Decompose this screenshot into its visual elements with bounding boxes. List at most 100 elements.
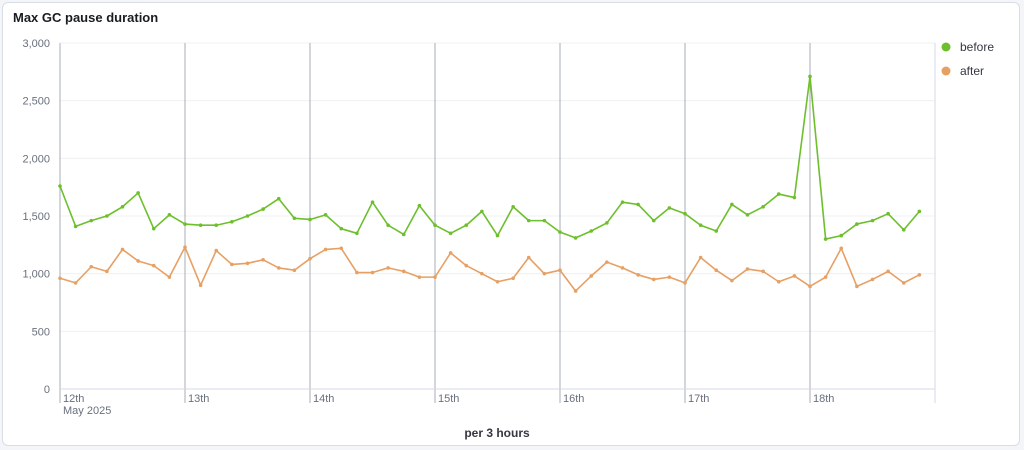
data-point-after [151, 263, 156, 268]
data-point-after [589, 274, 594, 278]
data-point-before [370, 200, 375, 204]
data-point-after [901, 281, 906, 285]
data-point-before [870, 218, 875, 223]
data-point-after [230, 262, 234, 267]
data-point-before [511, 204, 515, 209]
data-point-after [292, 268, 297, 273]
legend-label: after [960, 64, 984, 78]
data-point-after [120, 247, 125, 252]
data-point-before [761, 204, 765, 209]
data-point-after [386, 266, 390, 270]
x-tick-label: 17th [688, 393, 709, 405]
legend-label: before [960, 40, 994, 54]
data-point-before [573, 236, 578, 240]
data-point-before [526, 218, 531, 223]
x-tick-label: 16th [563, 393, 584, 405]
data-point-after [886, 269, 890, 274]
data-point-after [855, 284, 859, 289]
data-point-after [433, 275, 437, 279]
data-point-before [651, 218, 656, 223]
x-tick-label: 15th [438, 393, 459, 405]
data-point-before [464, 223, 469, 228]
data-point-after [823, 275, 828, 279]
data-point-after [636, 273, 640, 277]
data-point-before [58, 184, 62, 188]
data-point-after [573, 289, 578, 293]
data-point-after [370, 270, 375, 275]
data-point-after [245, 261, 250, 266]
data-point-before [308, 217, 312, 222]
data-point-before [901, 228, 906, 232]
y-tick-label: 3,000 [22, 38, 50, 50]
series-line-after [59, 246, 920, 292]
data-point-after [620, 266, 625, 270]
data-point-before [714, 229, 719, 233]
data-point-before [230, 219, 234, 224]
data-point-after [526, 255, 531, 260]
x-axis: 12th 13th 14th 15th 16th 17th 18th May 2025 [63, 393, 834, 417]
chart-legend[interactable]: before after [941, 40, 995, 78]
data-point-after [667, 275, 672, 279]
data-point-before [495, 233, 500, 238]
legend-item-after[interactable]: after [941, 64, 985, 78]
data-point-before [183, 222, 187, 226]
legend-swatch [941, 42, 951, 52]
data-point-before [855, 222, 859, 226]
data-point-after [730, 278, 734, 283]
data-point-before [136, 191, 140, 195]
data-point-before [448, 231, 453, 236]
data-point-before [823, 237, 828, 241]
x-tick-label: 12th [63, 393, 84, 405]
data-point-after [464, 263, 469, 268]
data-point-after [776, 279, 781, 284]
chart-title: Max GC pause duration [13, 10, 159, 25]
data-point-after [276, 266, 281, 270]
data-point-before [620, 200, 625, 204]
data-point-before [683, 211, 687, 216]
data-point-after [214, 248, 219, 253]
legend-item-before[interactable]: before [941, 40, 995, 54]
data-point-before [105, 214, 109, 218]
data-point-after [714, 268, 719, 273]
data-point-after [683, 281, 687, 285]
data-point-after [870, 277, 875, 282]
data-point-before [323, 213, 328, 217]
data-point-after [339, 246, 344, 251]
data-point-before [417, 203, 422, 208]
data-point-before [245, 214, 250, 218]
x-tick-label: 14th [313, 393, 334, 405]
data-point-before [261, 207, 265, 211]
x-axis-label: per 3 hours [464, 426, 530, 440]
data-point-before [401, 232, 406, 237]
data-point-before [698, 223, 703, 228]
y-tick-label: 1,500 [22, 211, 50, 223]
data-point-after [183, 245, 187, 249]
data-point-before [120, 204, 125, 209]
data-point-before [292, 216, 297, 221]
data-point-after [73, 281, 78, 285]
data-point-before [589, 229, 594, 233]
data-point-before [730, 202, 734, 207]
data-point-after [89, 264, 94, 269]
data-point-before [480, 209, 484, 214]
data-point-before [214, 223, 219, 228]
data-point-after [511, 276, 515, 281]
data-point-before [542, 218, 547, 223]
y-tick-label: 2,500 [22, 96, 50, 108]
data-point-after [605, 260, 609, 264]
data-point-after [808, 284, 812, 289]
data-point-after [698, 255, 703, 260]
data-point-after [448, 251, 453, 255]
y-tick-label: 0 [44, 384, 50, 396]
data-point-after [839, 246, 844, 251]
chart-series [58, 74, 922, 293]
data-point-after [58, 276, 62, 281]
data-point-after [167, 275, 172, 279]
data-point-after [401, 269, 406, 274]
data-point-after [417, 275, 422, 279]
data-point-before [355, 231, 359, 236]
data-point-before [433, 223, 437, 228]
data-point-before [89, 218, 94, 223]
